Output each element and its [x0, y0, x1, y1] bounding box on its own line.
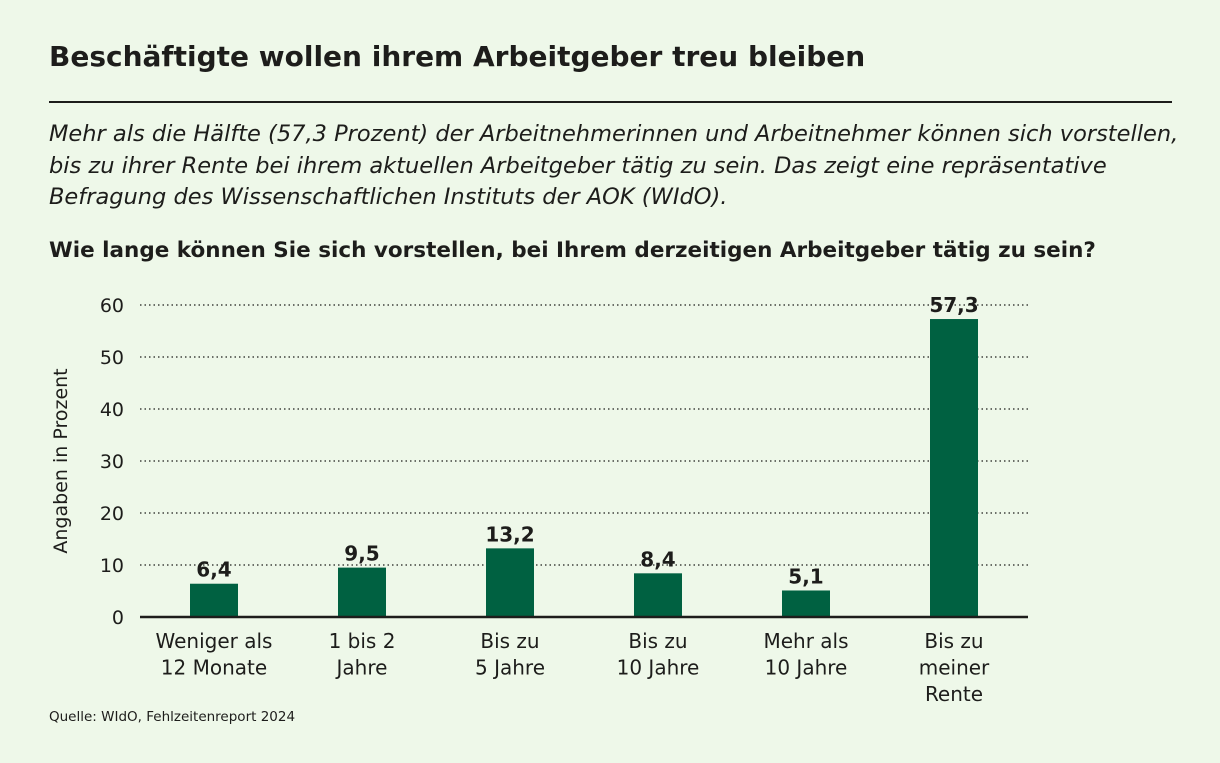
bar — [782, 590, 830, 617]
y-tick-label: 30 — [100, 451, 124, 473]
bar — [338, 567, 386, 617]
x-tick-label: 1 bis 2 Jahre — [329, 629, 396, 680]
bar — [930, 319, 978, 617]
y-tick-label: 60 — [100, 295, 124, 317]
bar — [190, 583, 238, 617]
bar — [634, 573, 682, 617]
y-tick-label: 10 — [100, 555, 124, 577]
survey-question: Wie lange können Sie sich vorstellen, be… — [49, 238, 1096, 263]
y-tick-label: 20 — [100, 503, 124, 525]
y-tick-label: 40 — [100, 399, 124, 421]
bar — [486, 548, 534, 617]
bar-value-label: 5,1 — [788, 564, 823, 588]
y-tick-label: 0 — [112, 607, 124, 629]
x-tick-label: Bis zu 5 Jahre — [475, 629, 545, 680]
chart-subtitle: Mehr als die Hälfte (57,3 Prozent) der A… — [49, 121, 1179, 210]
bar-value-label: 8,4 — [640, 547, 675, 571]
x-tick-label: Weniger als 12 Monate — [156, 629, 273, 680]
y-tick-label: 50 — [100, 347, 124, 369]
bars — [190, 319, 978, 617]
x-axis-labels: Weniger als 12 Monate 1 bis 2 Jahre Bis zu 5 … — [156, 629, 991, 706]
x-tick-label: Mehr als 10 Jahre — [763, 629, 848, 680]
title-divider — [49, 101, 1172, 103]
bar-value-label: 6,4 — [196, 558, 231, 582]
chart-title: Beschäftigte wollen ihrem Arbeitgeber tr… — [49, 40, 866, 73]
bar-value-labels: 6,4 9,5 13,2 8,4 5,1 57,3 — [196, 293, 978, 588]
grid-lines — [140, 304, 1028, 566]
bar-value-label: 9,5 — [344, 542, 379, 566]
bar-value-label: 57,3 — [929, 293, 978, 317]
x-tick-label: Bis zu 10 Jahre — [617, 629, 700, 680]
bar-value-label: 13,2 — [485, 522, 534, 546]
y-axis-label: Angaben in Prozent — [50, 368, 72, 553]
x-tick-label: Bis zu meiner Rente — [919, 629, 990, 706]
source-note: Quelle: WIdO, Fehlzeitenreport 2024 — [49, 709, 296, 725]
y-axis-ticks: 0 10 20 30 40 50 60 — [100, 295, 124, 629]
